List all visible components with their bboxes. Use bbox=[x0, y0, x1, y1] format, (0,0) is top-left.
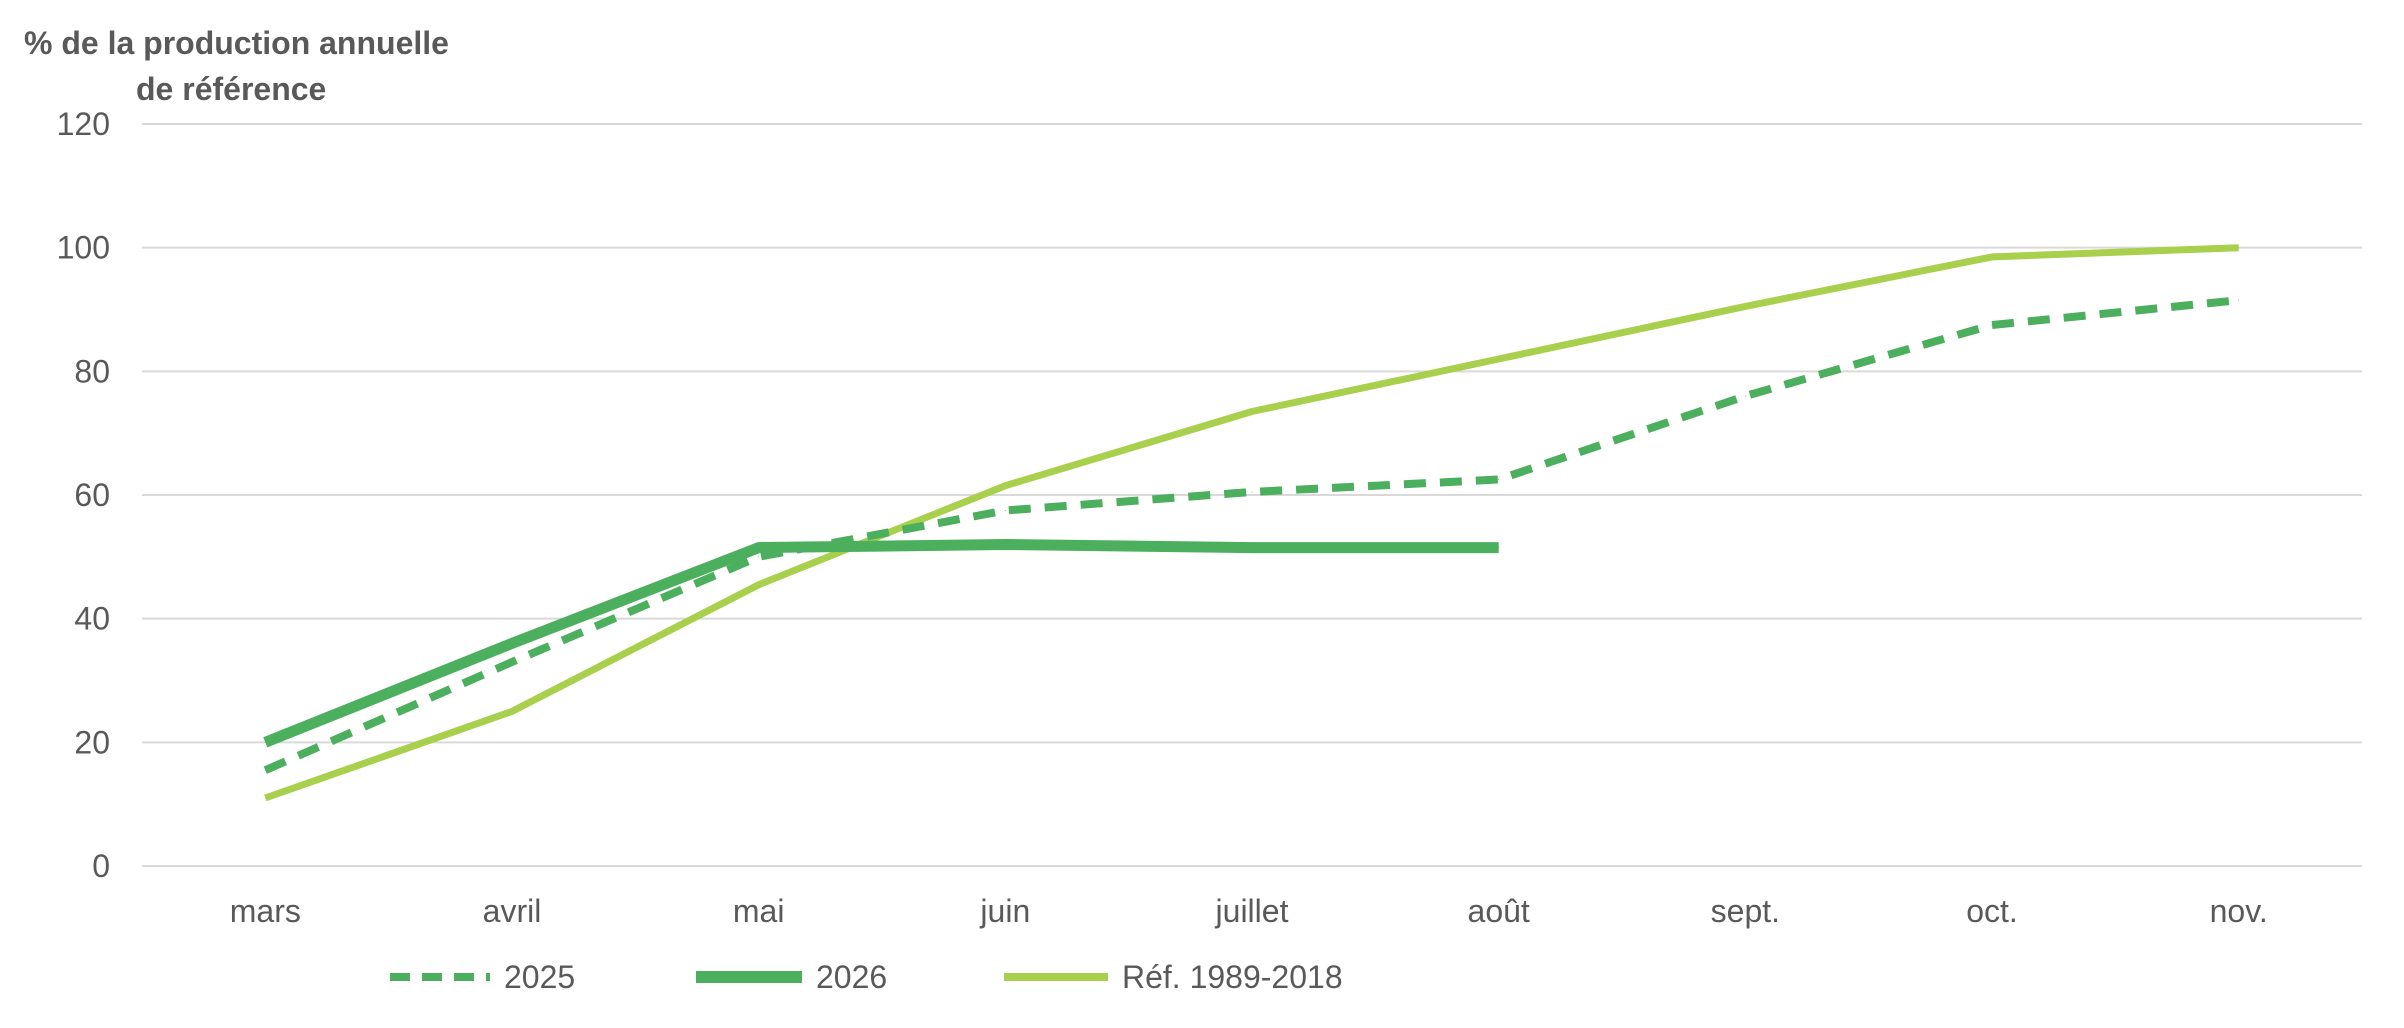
legend-item-2025: 2025 bbox=[388, 952, 575, 1002]
y-axis-label-line1: % de la production annuelle bbox=[24, 25, 449, 61]
x-tick-label: juillet bbox=[1215, 893, 1289, 929]
y-tick-label: 20 bbox=[74, 724, 110, 760]
data-point bbox=[1251, 411, 1253, 413]
data-point bbox=[264, 741, 266, 743]
legend-item-2026: 2026 bbox=[694, 952, 887, 1002]
legend-swatch-ref bbox=[1004, 973, 1108, 981]
y-axis-label: % de la production annuelle de référence bbox=[24, 20, 449, 112]
y-tick-label: 80 bbox=[74, 353, 110, 389]
y-tick-label: 60 bbox=[74, 477, 110, 513]
y-tick-label: 120 bbox=[57, 106, 110, 142]
data-point bbox=[758, 584, 760, 586]
data-point bbox=[1004, 485, 1006, 487]
data-point bbox=[1251, 547, 1253, 549]
data-point bbox=[758, 556, 760, 558]
data-point bbox=[1004, 509, 1006, 511]
x-tick-label: mai bbox=[733, 893, 785, 929]
data-point bbox=[1251, 491, 1253, 493]
legend-swatch-2025 bbox=[390, 973, 490, 981]
series-line-2026 bbox=[263, 539, 1499, 748]
data-point bbox=[1744, 305, 1746, 307]
data-point bbox=[1991, 324, 1993, 326]
gridlines bbox=[142, 123, 2362, 867]
series-line-r-f-1989-2018 bbox=[264, 244, 2239, 802]
x-tick-label: juin bbox=[979, 893, 1030, 929]
legend-label-2026: 2026 bbox=[816, 958, 888, 995]
y-tick-label: 40 bbox=[74, 601, 110, 637]
data-point bbox=[2238, 247, 2240, 249]
data-point bbox=[1498, 547, 1500, 549]
legend-item-ref: Réf. 1989-2018 bbox=[1002, 952, 1343, 1002]
legend-label-2025: 2025 bbox=[504, 958, 576, 995]
x-tick-label: sept. bbox=[1711, 893, 1780, 929]
data-point bbox=[1498, 479, 1500, 481]
x-tick-label: oct. bbox=[1966, 893, 2018, 929]
data-point bbox=[264, 769, 266, 771]
y-axis-ticks: 0 20 40 60 80 100 120 bbox=[57, 106, 110, 884]
data-point bbox=[511, 710, 513, 712]
data-point bbox=[511, 661, 513, 663]
data-point bbox=[511, 642, 513, 644]
data-point bbox=[2238, 299, 2240, 301]
data-point bbox=[758, 547, 760, 549]
x-tick-label: mars bbox=[230, 893, 301, 929]
legend-swatch-2026 bbox=[696, 971, 802, 983]
y-tick-label: 0 bbox=[92, 848, 110, 884]
x-tick-label: nov. bbox=[2210, 893, 2268, 929]
series-lines bbox=[263, 244, 2240, 802]
y-tick-label: 100 bbox=[57, 230, 110, 266]
x-tick-label: août bbox=[1468, 893, 1530, 929]
x-tick-label: avril bbox=[483, 893, 542, 929]
data-point bbox=[1004, 543, 1006, 545]
data-point bbox=[1744, 395, 1746, 397]
y-axis-label-line2: de référence bbox=[136, 71, 327, 107]
legend-label-ref: Réf. 1989-2018 bbox=[1122, 958, 1343, 995]
data-point bbox=[1498, 358, 1500, 360]
data-point bbox=[1991, 256, 1993, 258]
data-point bbox=[264, 797, 266, 799]
x-axis-ticks: mars avril mai juin juillet août sept. oct. nov. bbox=[230, 893, 2268, 929]
